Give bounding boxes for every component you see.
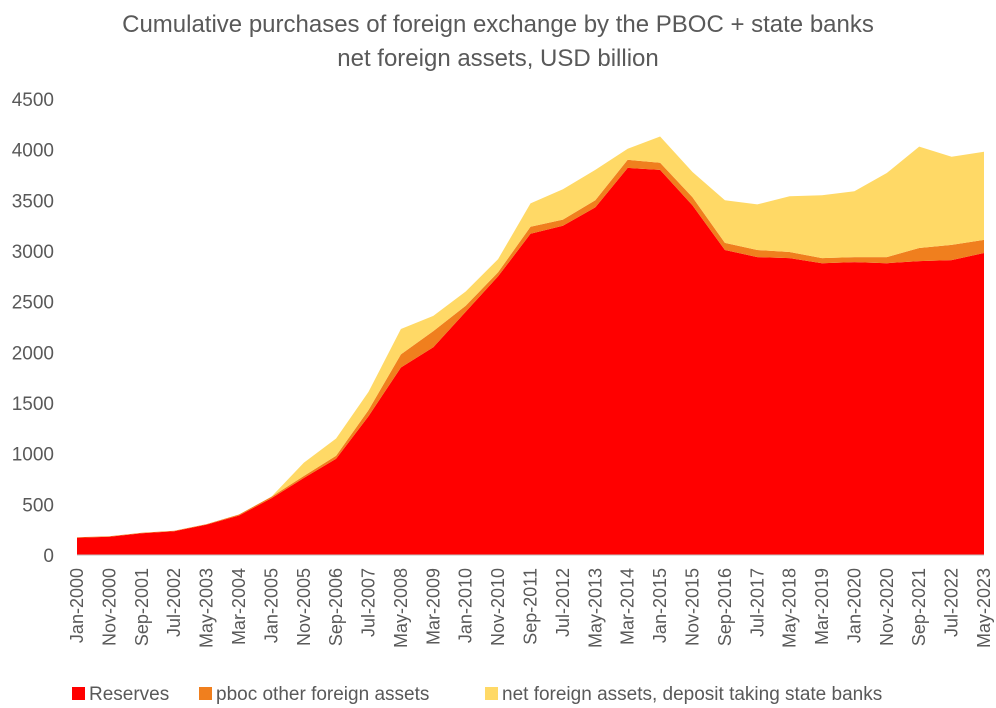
area-series-3 [77, 136, 984, 538]
y-tick-label: 500 [22, 495, 54, 516]
legend-label-2: pboc other foreign assets [216, 684, 429, 705]
x-tick-label: Sep-2016 [715, 568, 735, 646]
y-axis: 0 500 1000 1500 2000 2500 3000 3500 4000 4500 [12, 90, 54, 567]
x-tick-label: Mar-2019 [812, 568, 832, 645]
x-tick-label: Jan-2020 [844, 568, 864, 643]
x-tick-label: Mar-2004 [229, 568, 249, 645]
y-tick-label: 2500 [12, 293, 54, 314]
x-tick-label: Sep-2006 [326, 568, 346, 646]
x-tick-label: Mar-2009 [423, 568, 443, 645]
y-tick-label: 4500 [12, 90, 54, 111]
x-tick-label: Jul-2002 [164, 568, 184, 637]
plot-areas [77, 136, 984, 555]
x-tick-label: May-2003 [197, 568, 217, 648]
area-series-2 [77, 159, 984, 538]
x-tick-label: Nov-2000 [99, 568, 119, 646]
x-tick-label: Mar-2014 [618, 568, 638, 645]
x-tick-label: May-2023 [974, 568, 994, 648]
x-tick-label: Jul-2022 [942, 568, 962, 637]
legend-label-3: net foreign assets, deposit taking state… [502, 684, 882, 705]
x-axis: Jan-2000 Nov-2000 Sep-2001 Jul-2002 May-2003… [67, 554, 994, 648]
legend-label-1: Reserves [89, 684, 169, 705]
legend-swatch-3 [485, 687, 498, 700]
x-tick-label: Jul-2007 [359, 568, 379, 637]
chart-title-line-2: net foreign assets, USD billion [337, 45, 659, 72]
x-tick-label: Nov-2005 [294, 568, 314, 646]
x-tick-label: Sep-2021 [909, 568, 929, 646]
x-tick-label: May-2013 [585, 568, 605, 648]
y-tick-label: 4000 [12, 141, 54, 162]
y-tick-label: 0 [43, 546, 54, 567]
x-tick-label: Jul-2017 [747, 568, 767, 637]
x-tick-label: Nov-2015 [682, 568, 702, 646]
legend-swatch-2 [199, 687, 212, 700]
x-tick-label: May-2008 [391, 568, 411, 648]
y-tick-label: 1500 [12, 394, 54, 415]
x-tick-label: Jan-2000 [67, 568, 87, 643]
area-series-1 [77, 167, 984, 555]
legend-swatch-1 [72, 687, 85, 700]
chart-title-line-1: Cumulative purchases of foreign exchange… [122, 11, 874, 38]
x-tick-label: Jan-2010 [456, 568, 476, 643]
x-tick-label: Jan-2015 [650, 568, 670, 643]
y-tick-label: 3000 [12, 242, 54, 263]
x-tick-label: Sep-2011 [521, 568, 541, 645]
y-tick-label: 2000 [12, 343, 54, 364]
x-tick-label: Jul-2012 [553, 568, 573, 637]
x-tick-label: Nov-2020 [877, 568, 897, 646]
y-tick-label: 3500 [12, 191, 54, 212]
x-tick-label: Jan-2005 [261, 568, 281, 643]
x-tick-label: Nov-2010 [488, 568, 508, 646]
x-tick-label: May-2018 [780, 568, 800, 648]
y-tick-label: 1000 [12, 445, 54, 466]
x-tick-label: Sep-2001 [132, 568, 152, 646]
legend: Reserves pboc other foreign assets net for… [72, 684, 882, 705]
